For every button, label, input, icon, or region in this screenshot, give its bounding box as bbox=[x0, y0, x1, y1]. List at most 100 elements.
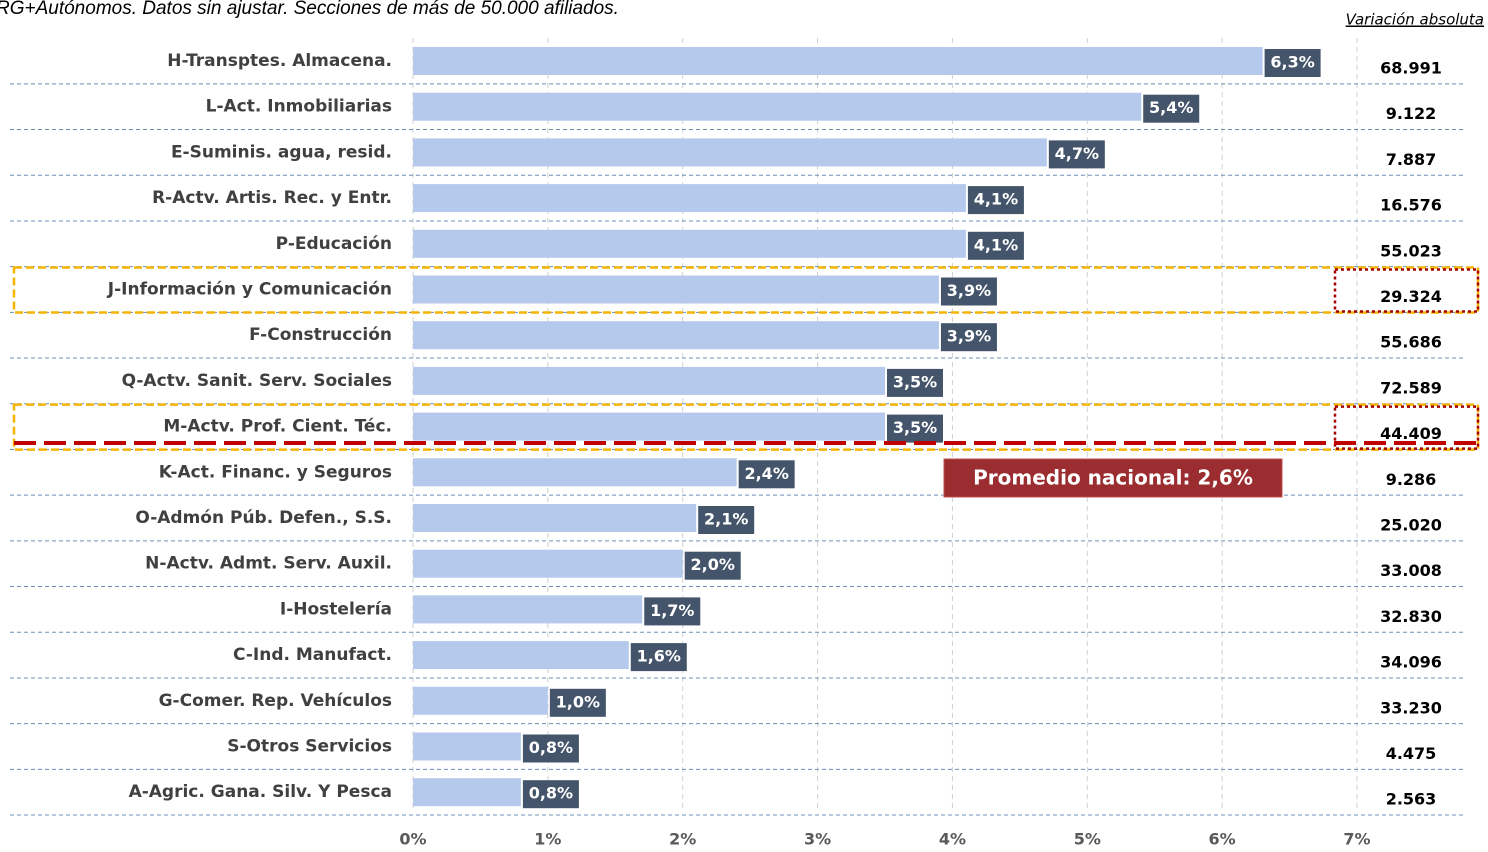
category-label: K-Act. Financ. y Seguros bbox=[159, 462, 392, 482]
value-label: 1,0% bbox=[556, 692, 600, 711]
value-label-box bbox=[630, 643, 687, 672]
bar bbox=[413, 366, 885, 395]
value-label: 3,9% bbox=[947, 281, 991, 300]
value-label-box bbox=[940, 323, 997, 352]
category-label: S-Otros Servicios bbox=[227, 737, 392, 757]
value-label-box bbox=[940, 277, 997, 306]
value-label: 2,4% bbox=[744, 464, 788, 483]
value-label: 4,1% bbox=[974, 235, 1018, 254]
absolute-value: 33.008 bbox=[1380, 561, 1442, 580]
value-label: 4,7% bbox=[1055, 144, 1099, 163]
absolute-value: 25.020 bbox=[1380, 516, 1442, 535]
value-label-box bbox=[644, 597, 701, 626]
value-label-box bbox=[967, 231, 1024, 260]
category-label: E-Suminis. agua, resid. bbox=[171, 142, 392, 162]
bar bbox=[413, 641, 629, 670]
absolute-value: 55.686 bbox=[1380, 333, 1442, 352]
value-label: 1,6% bbox=[637, 647, 681, 666]
category-label: N-Actv. Admt. Serv. Auxil. bbox=[145, 554, 392, 574]
x-tick-label: 4% bbox=[939, 830, 966, 849]
value-label: 6,3% bbox=[1270, 53, 1314, 72]
bar bbox=[413, 504, 697, 532]
category-label: G-Comer. Rep. Vehículos bbox=[159, 691, 392, 711]
bar bbox=[413, 778, 521, 807]
bar bbox=[413, 549, 683, 578]
x-tick-label: 1% bbox=[534, 830, 561, 849]
category-label: C-Ind. Manufact. bbox=[233, 645, 392, 665]
bar bbox=[413, 184, 966, 213]
value-label: 3,5% bbox=[893, 418, 937, 437]
category-label: P-Educación bbox=[276, 234, 392, 254]
category-label: O-Admón Púb. Defen., S.S. bbox=[135, 508, 392, 528]
category-label: I-Hostelería bbox=[280, 599, 392, 619]
absolute-value: 16.576 bbox=[1380, 196, 1442, 215]
bar bbox=[413, 138, 1047, 167]
value-label-box bbox=[549, 688, 606, 717]
value-label: 2,0% bbox=[691, 555, 735, 574]
x-tick-label: 0% bbox=[399, 830, 426, 849]
value-label: 1,7% bbox=[650, 601, 694, 620]
bar bbox=[413, 412, 885, 441]
value-label-box bbox=[1048, 140, 1105, 169]
absolute-value: 68.991 bbox=[1380, 59, 1442, 78]
value-label-box bbox=[522, 734, 579, 763]
category-label: L-Act. Inmobiliarias bbox=[206, 97, 392, 117]
category-label: H-Transptes. Almacena. bbox=[167, 51, 392, 71]
absolute-value: 29.324 bbox=[1380, 287, 1442, 306]
value-label: 2,1% bbox=[704, 510, 748, 529]
value-label: 4,1% bbox=[974, 190, 1018, 209]
annotation-box bbox=[943, 458, 1283, 498]
absolute-value: 44.409 bbox=[1380, 424, 1442, 443]
category-label: Q-Actv. Sanit. Serv. Sociales bbox=[122, 371, 392, 391]
value-label-box bbox=[522, 780, 579, 809]
column-header: Variación absoluta bbox=[1346, 11, 1484, 29]
value-label: 3,9% bbox=[947, 327, 991, 346]
absolute-value: 9.286 bbox=[1386, 470, 1437, 489]
absolute-value: 7.887 bbox=[1386, 150, 1437, 169]
category-label: J-Información y Comunicación bbox=[107, 280, 392, 300]
absolute-value: 2.563 bbox=[1386, 790, 1437, 809]
x-tick-label: 2% bbox=[669, 830, 696, 849]
category-label: M-Actv. Prof. Cient. Téc. bbox=[163, 417, 392, 437]
bar bbox=[413, 595, 643, 624]
absolute-value: 32.830 bbox=[1380, 607, 1442, 626]
bar bbox=[413, 458, 737, 487]
bar bbox=[413, 686, 548, 715]
absolute-value: 9.122 bbox=[1386, 104, 1437, 123]
value-label-box bbox=[684, 551, 741, 580]
x-tick-label: 3% bbox=[804, 830, 831, 849]
value-label-box bbox=[967, 186, 1024, 215]
value-label: 3,5% bbox=[893, 372, 937, 391]
value-label-box bbox=[738, 460, 795, 489]
value-label: 5,4% bbox=[1149, 98, 1193, 117]
absolute-value: 72.589 bbox=[1380, 378, 1442, 397]
bar bbox=[413, 732, 521, 761]
annotation: Promedio nacional: 2,6% bbox=[973, 466, 1253, 490]
subtitle: RG+Autónomos. Datos sin ajustar. Seccion… bbox=[0, 0, 619, 19]
value-label-box bbox=[1264, 49, 1321, 77]
value-label-box bbox=[887, 368, 943, 397]
value-label-box bbox=[887, 414, 943, 443]
absolute-value: 4.475 bbox=[1386, 744, 1437, 763]
highlight-box bbox=[12, 403, 1480, 451]
bar bbox=[413, 92, 1142, 121]
value-label: 0,8% bbox=[529, 738, 573, 757]
category-label: A-Agric. Gana. Silv. Y Pesca bbox=[129, 782, 392, 802]
bar bbox=[413, 229, 966, 258]
absolute-value: 33.230 bbox=[1380, 698, 1442, 717]
bar bbox=[413, 47, 1263, 75]
value-label-box bbox=[1143, 94, 1200, 123]
x-tick-label: 5% bbox=[1074, 830, 1101, 849]
highlight-box bbox=[12, 266, 1480, 314]
x-tick-label: 7% bbox=[1343, 830, 1370, 849]
highlight-value-box bbox=[1333, 268, 1480, 313]
absolute-value: 55.023 bbox=[1380, 241, 1442, 260]
value-label-box bbox=[698, 506, 755, 534]
x-tick-label: 6% bbox=[1209, 830, 1236, 849]
category-label: F-Construcción bbox=[249, 325, 392, 345]
category-label: R-Actv. Artis. Rec. y Entr. bbox=[152, 188, 392, 208]
bar bbox=[413, 321, 939, 350]
value-label: 0,8% bbox=[529, 784, 573, 803]
absolute-value: 34.096 bbox=[1380, 653, 1442, 672]
